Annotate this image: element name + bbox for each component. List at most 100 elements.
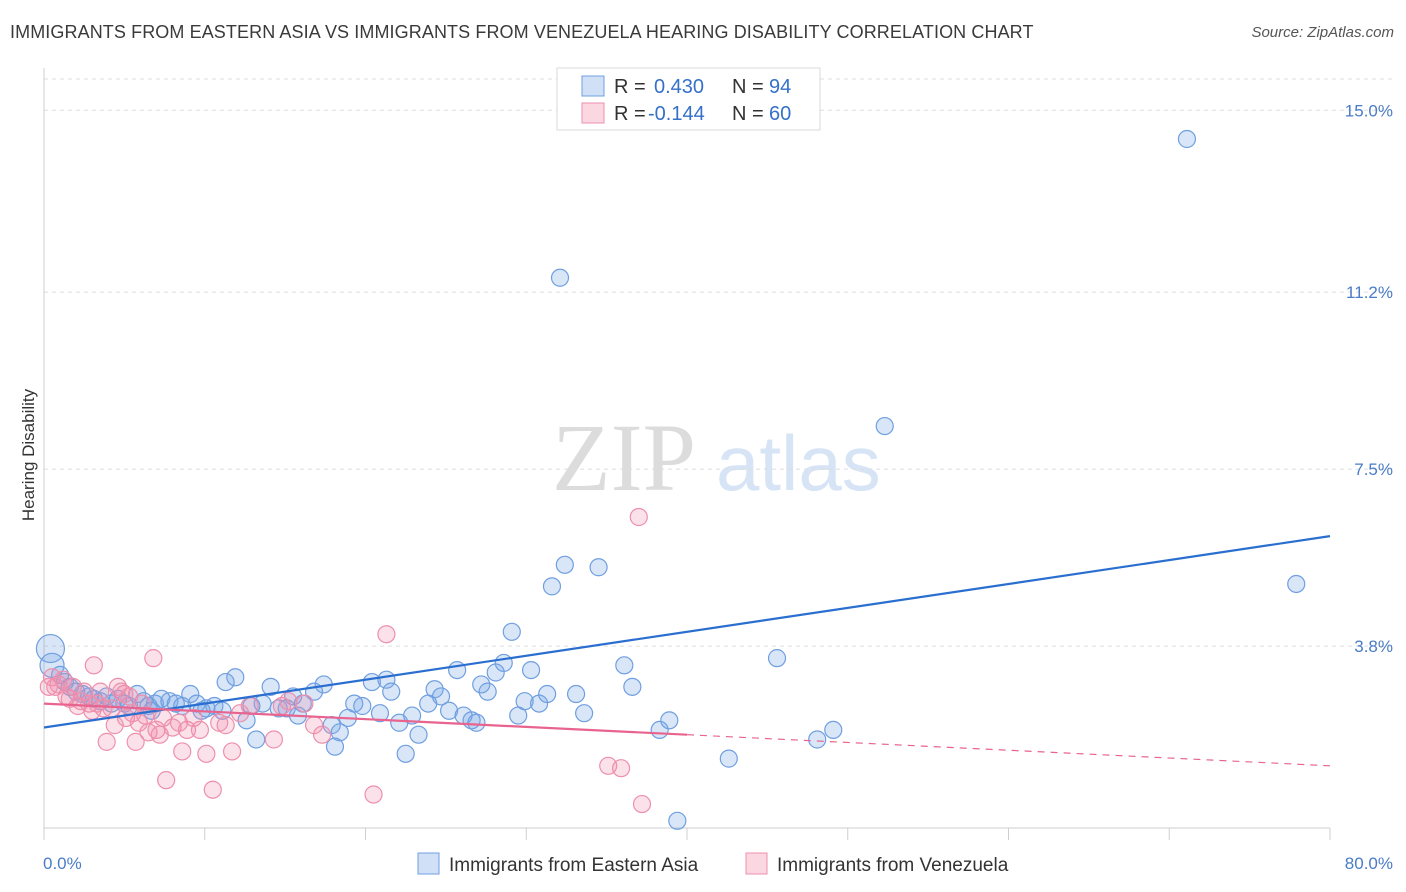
point-venezuela [264, 730, 283, 749]
point-eastern-asia [555, 555, 574, 574]
point-eastern-asia [261, 677, 280, 696]
point-eastern-asia [719, 749, 738, 768]
point-venezuela [240, 696, 259, 716]
point-venezuela [279, 692, 298, 711]
point-eastern-asia [472, 675, 491, 694]
point-eastern-asia [808, 730, 827, 749]
point-eastern-asia [353, 696, 372, 716]
point-eastern-asia [409, 725, 428, 744]
legend-n-label-pink: N = [732, 103, 764, 125]
legend-r-value-blue: 0.430 [654, 76, 704, 98]
y-tick-label: 11.2% [1346, 283, 1393, 302]
bottom-legend-label-blue: Immigrants from Eastern Asia [449, 855, 699, 876]
point-venezuela [126, 732, 145, 751]
point-eastern-asia [330, 723, 349, 742]
x-tick-label-max: 80.0% [1345, 854, 1393, 873]
point-eastern-asia [875, 416, 894, 436]
legend-r-label-pink: R = [614, 103, 646, 125]
point-eastern-asia [660, 711, 679, 730]
point-eastern-asia [1287, 574, 1306, 594]
point-eastern-asia [538, 684, 557, 704]
point-eastern-asia [542, 577, 562, 596]
point-venezuela [42, 668, 62, 687]
point-eastern-asia [502, 622, 521, 641]
legend-swatch-pink [581, 102, 605, 124]
point-eastern-asia [589, 558, 608, 577]
point-eastern-asia [478, 682, 497, 701]
point-venezuela [295, 694, 314, 713]
point-venezuela [611, 759, 631, 778]
point-eastern-asia [382, 682, 401, 701]
y-axis-label: Hearing Disability [19, 388, 38, 521]
legend-n-value-pink: 60 [769, 103, 791, 125]
point-venezuela [91, 682, 110, 701]
point-venezuela [632, 794, 652, 814]
data-points [35, 129, 1306, 830]
axes: 3.8% 7.5% 11.2% 15.0% [43, 68, 1393, 840]
point-venezuela [216, 716, 235, 735]
watermark-atlas: atlas [716, 419, 881, 507]
legend-r-label-blue: R = [614, 76, 646, 98]
point-venezuela [173, 742, 192, 761]
point-eastern-asia [396, 744, 415, 763]
y-tick-label: 3.8% [1354, 637, 1393, 656]
point-eastern-asia [615, 656, 634, 675]
legend-n-label-blue: N = [732, 76, 764, 98]
correlation-legend: R = 0.430 N = 94 R = -0.144 N = 60 [556, 67, 821, 131]
point-eastern-asia [431, 687, 451, 706]
y-tick-label: 7.5% [1354, 460, 1393, 479]
point-venezuela [203, 780, 222, 799]
point-eastern-asia [35, 633, 66, 664]
point-eastern-asia [370, 704, 390, 723]
point-eastern-asia [668, 811, 687, 830]
point-venezuela [115, 684, 134, 704]
point-eastern-asia [550, 268, 570, 287]
watermark-zip: ZIP [552, 404, 696, 511]
point-eastern-asia [216, 672, 235, 692]
point-eastern-asia [247, 730, 266, 749]
bottom-legend-label-pink: Immigrants from Venezuela [777, 855, 1009, 876]
point-venezuela [84, 656, 103, 675]
point-venezuela [102, 699, 121, 718]
point-venezuela [364, 785, 383, 804]
point-venezuela [190, 720, 210, 740]
point-venezuela [377, 625, 396, 644]
y-tick-label: 15.0% [1345, 101, 1393, 120]
point-eastern-asia [403, 706, 422, 725]
point-venezuela [222, 742, 242, 761]
point-eastern-asia [226, 668, 245, 687]
point-eastern-asia [1177, 129, 1197, 149]
point-eastern-asia [325, 737, 345, 756]
point-venezuela [629, 507, 648, 527]
bottom-legend-swatch-pink [745, 852, 768, 875]
point-eastern-asia [575, 704, 594, 723]
trend-line-pink [43, 702, 688, 736]
legend-swatch-blue [581, 75, 605, 97]
point-eastern-asia [425, 680, 444, 699]
point-eastern-asia [237, 711, 256, 730]
point-venezuela [144, 649, 163, 668]
point-eastern-asia [439, 701, 459, 720]
trend-line-extension-pink [686, 734, 1331, 767]
source-label: Source: ZipAtlas.com [1251, 24, 1394, 41]
chart-title: IMMIGRANTS FROM EASTERN ASIA VS IMMIGRAN… [10, 22, 1034, 42]
point-venezuela [63, 677, 83, 696]
point-eastern-asia [824, 720, 843, 740]
point-eastern-asia [494, 653, 513, 673]
trend-line-blue [43, 535, 1331, 729]
point-venezuela [197, 744, 216, 763]
legend-r-value-pink: -0.144 [648, 103, 705, 125]
point-eastern-asia [767, 649, 787, 668]
x-tick-label-min: 0.0% [43, 854, 82, 873]
point-venezuela [157, 771, 176, 790]
grid [44, 78, 1392, 647]
point-venezuela [97, 732, 116, 751]
point-eastern-asia [181, 684, 200, 704]
series-legend: Immigrants from Eastern Asia Immigrants … [417, 852, 1009, 876]
legend-n-value-blue: 94 [769, 76, 791, 98]
bottom-legend-swatch-blue [417, 852, 440, 875]
point-eastern-asia [623, 677, 642, 696]
point-venezuela [312, 725, 332, 744]
point-venezuela [75, 682, 94, 701]
point-eastern-asia [467, 713, 486, 732]
